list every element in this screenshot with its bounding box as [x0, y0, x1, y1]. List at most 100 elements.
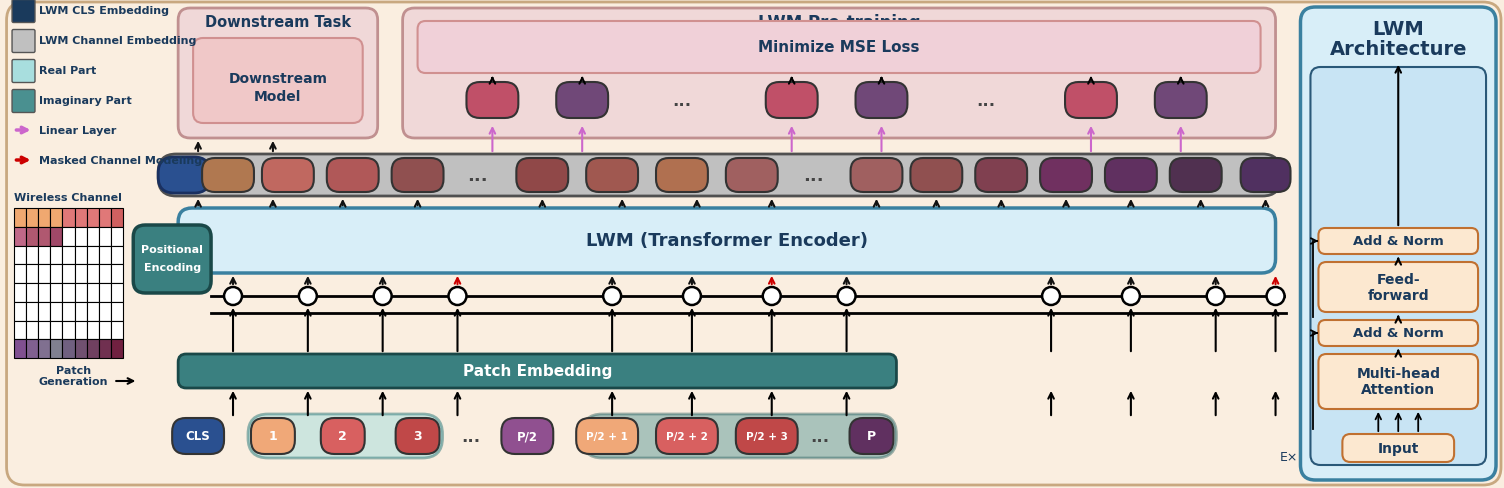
- FancyBboxPatch shape: [1343, 434, 1454, 462]
- FancyBboxPatch shape: [656, 159, 708, 193]
- FancyBboxPatch shape: [910, 159, 963, 193]
- Bar: [99, 302, 111, 321]
- FancyBboxPatch shape: [1241, 159, 1290, 193]
- Bar: [38, 264, 50, 284]
- Text: E×: E×: [1280, 450, 1298, 464]
- Bar: [75, 246, 87, 264]
- Text: ...: ...: [468, 167, 487, 184]
- Bar: [75, 302, 87, 321]
- Bar: [14, 302, 26, 321]
- FancyBboxPatch shape: [766, 83, 818, 119]
- Circle shape: [448, 287, 466, 305]
- Bar: [38, 227, 50, 246]
- Text: LWM Channel Embedding: LWM Channel Embedding: [39, 36, 197, 46]
- FancyBboxPatch shape: [1301, 8, 1496, 480]
- Bar: [99, 284, 111, 302]
- FancyBboxPatch shape: [1319, 320, 1478, 346]
- FancyBboxPatch shape: [202, 159, 254, 193]
- Text: Model: Model: [254, 90, 302, 104]
- Bar: [111, 208, 123, 227]
- Bar: [75, 264, 87, 284]
- FancyBboxPatch shape: [850, 418, 893, 454]
- Text: Masked Channel Modeling: Masked Channel Modeling: [39, 156, 203, 165]
- FancyBboxPatch shape: [856, 83, 907, 119]
- Bar: [26, 321, 38, 340]
- Bar: [111, 340, 123, 358]
- Bar: [87, 227, 99, 246]
- Circle shape: [603, 287, 621, 305]
- Bar: [50, 264, 62, 284]
- Bar: [26, 208, 38, 227]
- Bar: [111, 264, 123, 284]
- Bar: [14, 208, 26, 227]
- Bar: [75, 340, 87, 358]
- Bar: [111, 246, 123, 264]
- Bar: [75, 208, 87, 227]
- FancyBboxPatch shape: [177, 354, 896, 388]
- Bar: [50, 284, 62, 302]
- Bar: [75, 321, 87, 340]
- Circle shape: [763, 287, 781, 305]
- FancyBboxPatch shape: [1065, 83, 1117, 119]
- Bar: [26, 284, 38, 302]
- FancyBboxPatch shape: [262, 159, 314, 193]
- Circle shape: [1122, 287, 1140, 305]
- FancyBboxPatch shape: [735, 418, 797, 454]
- FancyBboxPatch shape: [975, 159, 1027, 193]
- Text: ...: ...: [976, 92, 996, 110]
- Bar: [50, 302, 62, 321]
- FancyBboxPatch shape: [1170, 159, 1221, 193]
- FancyBboxPatch shape: [418, 22, 1260, 74]
- Bar: [14, 246, 26, 264]
- FancyBboxPatch shape: [1310, 68, 1486, 465]
- Text: P/2: P/2: [517, 429, 538, 443]
- Text: Patch Embedding: Patch Embedding: [463, 364, 612, 379]
- Text: 3: 3: [414, 429, 423, 443]
- Bar: [50, 208, 62, 227]
- Text: Multi-head: Multi-head: [1357, 367, 1441, 381]
- FancyBboxPatch shape: [171, 418, 224, 454]
- Text: ...: ...: [672, 92, 692, 110]
- Bar: [14, 340, 26, 358]
- Bar: [62, 246, 75, 264]
- Text: Minimize MSE Loss: Minimize MSE Loss: [758, 41, 920, 55]
- Text: LWM: LWM: [1372, 20, 1424, 40]
- Text: Real Part: Real Part: [39, 66, 96, 76]
- Text: P/2 + 3: P/2 + 3: [746, 431, 788, 441]
- Bar: [38, 284, 50, 302]
- Bar: [38, 321, 50, 340]
- Bar: [62, 302, 75, 321]
- Bar: [75, 284, 87, 302]
- Circle shape: [1206, 287, 1224, 305]
- Text: P: P: [866, 429, 875, 443]
- Bar: [38, 208, 50, 227]
- Text: Add & Norm: Add & Norm: [1354, 235, 1444, 248]
- Text: P/2 + 2: P/2 + 2: [666, 431, 708, 441]
- Text: Wireless Channel: Wireless Channel: [15, 193, 122, 203]
- FancyBboxPatch shape: [516, 159, 569, 193]
- Text: ...: ...: [460, 427, 480, 445]
- FancyBboxPatch shape: [1319, 263, 1478, 312]
- FancyBboxPatch shape: [6, 3, 1501, 485]
- FancyBboxPatch shape: [12, 90, 35, 113]
- Bar: [111, 284, 123, 302]
- Circle shape: [1042, 287, 1060, 305]
- FancyBboxPatch shape: [158, 158, 211, 194]
- Bar: [14, 284, 26, 302]
- Bar: [14, 264, 26, 284]
- FancyBboxPatch shape: [466, 83, 519, 119]
- Bar: [99, 246, 111, 264]
- Bar: [38, 302, 50, 321]
- FancyBboxPatch shape: [326, 159, 379, 193]
- Bar: [99, 264, 111, 284]
- Bar: [62, 321, 75, 340]
- Text: forward: forward: [1367, 288, 1429, 303]
- FancyBboxPatch shape: [251, 418, 295, 454]
- Bar: [62, 284, 75, 302]
- Bar: [14, 321, 26, 340]
- Bar: [62, 208, 75, 227]
- Bar: [75, 227, 87, 246]
- Text: 1: 1: [269, 429, 277, 443]
- FancyBboxPatch shape: [134, 225, 211, 293]
- Circle shape: [299, 287, 317, 305]
